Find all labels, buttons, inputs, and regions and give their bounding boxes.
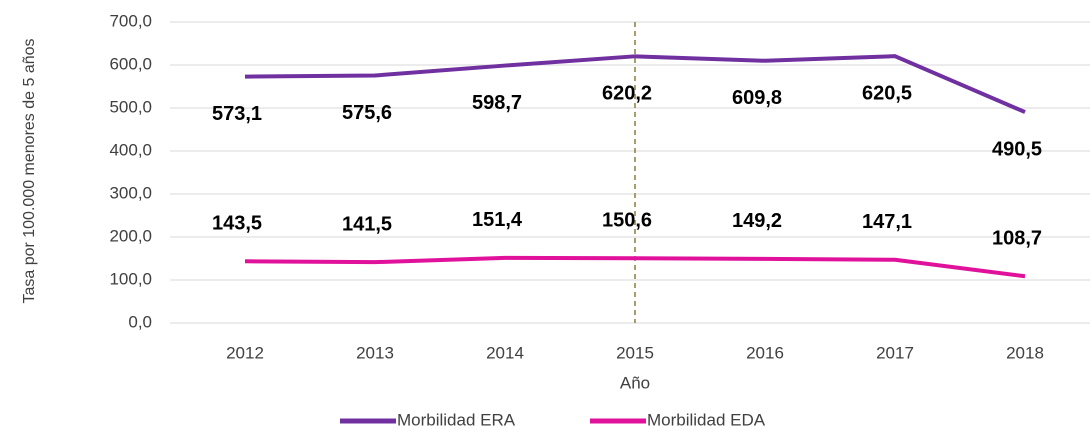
data-label: 575,6 xyxy=(342,102,392,124)
x-axis-title: Año xyxy=(620,373,650,392)
x-tick-label: 2015 xyxy=(616,343,654,362)
data-label: 598,7 xyxy=(472,92,522,114)
y-tick-label: 700,0 xyxy=(109,11,152,30)
data-label: 573,1 xyxy=(212,103,262,125)
data-label: 147,1 xyxy=(862,211,912,233)
x-tick-label: 2018 xyxy=(1006,343,1044,362)
x-tick-label: 2016 xyxy=(746,343,784,362)
data-label: 143,5 xyxy=(212,213,262,235)
data-label: 141,5 xyxy=(342,213,392,235)
data-label: 150,6 xyxy=(602,210,652,232)
legend-label: Morbilidad EDA xyxy=(647,410,766,429)
series-line xyxy=(244,255,1026,279)
y-tick-label: 400,0 xyxy=(109,140,152,159)
data-label: 620,2 xyxy=(602,83,652,105)
y-tick-label: 0,0 xyxy=(128,312,152,331)
y-tick-label: 300,0 xyxy=(109,183,152,202)
series-line xyxy=(244,54,1026,114)
y-axis-title: Tasa por 100.000 menores de 5 años xyxy=(21,38,38,304)
x-tick-label: 2017 xyxy=(876,343,914,362)
legend-label: Morbilidad ERA xyxy=(397,410,516,429)
data-label: 151,4 xyxy=(472,209,523,231)
data-label: 490,5 xyxy=(992,138,1042,160)
x-tick-label: 2012 xyxy=(226,343,264,362)
data-label: 620,5 xyxy=(862,82,912,104)
x-tick-label: 2014 xyxy=(486,343,524,362)
x-tick-label: 2013 xyxy=(356,343,394,362)
y-tick-label: 600,0 xyxy=(109,54,152,73)
y-tick-label: 500,0 xyxy=(109,97,152,116)
data-label: 149,2 xyxy=(732,210,782,232)
data-label: 609,8 xyxy=(732,87,782,109)
data-label: 108,7 xyxy=(992,228,1042,250)
y-tick-label: 200,0 xyxy=(109,226,152,245)
y-tick-label: 100,0 xyxy=(109,269,152,288)
